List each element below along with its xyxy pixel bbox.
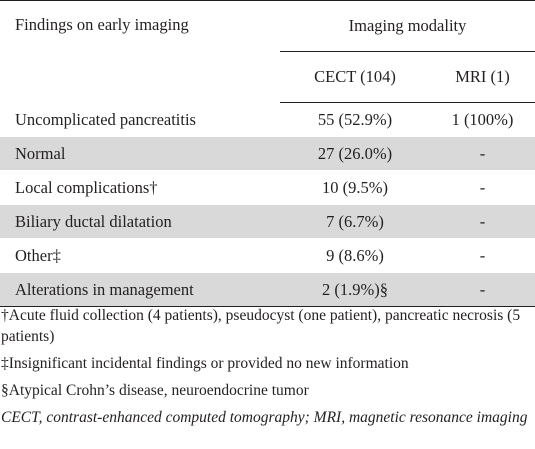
cect-value: 7 (6.7%) — [280, 204, 430, 239]
table-header-row: Findings on early imaging Imaging modali… — [0, 0, 535, 103]
mri-value: - — [430, 170, 535, 205]
results-table-container: Findings on early imaging Imaging modali… — [0, 0, 535, 307]
footnote-section: §Atypical Crohn’s disease, neuroendocrin… — [1, 382, 309, 399]
table-row: Normal 27 (26.0%) - — [0, 136, 535, 171]
table-row: Local complications† 10 (9.5%) - — [0, 170, 535, 205]
row-label: Alterations in management — [0, 272, 280, 307]
footnote-abbreviations: CECT, contrast-enhanced computed tomogra… — [1, 409, 528, 426]
row-label: Uncomplicated pancreatitis — [0, 102, 280, 137]
row-label: Normal — [0, 136, 280, 171]
footnote-double-dagger: ‡Insignificant incidental findings or pr… — [1, 355, 409, 372]
mri-value: - — [430, 238, 535, 273]
imaging-findings-table: Findings on early imaging Imaging modali… — [0, 0, 535, 307]
cect-value: 2 (1.9%)§ — [280, 272, 430, 307]
cect-value: 55 (52.9%) — [280, 102, 430, 137]
row-label: Biliary ductal dilatation — [0, 204, 280, 239]
table-footnotes: †Acute fluid collection (4 patients), ps… — [0, 305, 530, 428]
cect-value: 27 (26.0%) — [280, 136, 430, 171]
cect-column-header: CECT (104) — [280, 51, 430, 103]
row-label: Local complications† — [0, 170, 280, 205]
table-row: Biliary ductal dilatation 7 (6.7%) - — [0, 204, 535, 239]
table-row: Uncomplicated pancreatitis 55 (52.9%) 1 … — [0, 102, 535, 137]
cect-value: 9 (8.6%) — [280, 238, 430, 273]
footnote-dagger: †Acute fluid collection (4 patients), ps… — [1, 307, 521, 345]
cect-value: 10 (9.5%) — [280, 170, 430, 205]
findings-column-header: Findings on early imaging — [0, 0, 280, 103]
table-row: Alterations in management 2 (1.9%)§ - — [0, 272, 535, 307]
row-label: Other‡ — [0, 238, 280, 273]
mri-value: - — [430, 272, 535, 307]
mri-value: - — [430, 204, 535, 239]
imaging-modality-group-header: Imaging modality — [280, 0, 535, 52]
table-row: Other‡ 9 (8.6%) - — [0, 238, 535, 273]
mri-column-header: MRI (1) — [430, 51, 535, 103]
mri-value: - — [430, 136, 535, 171]
mri-value: 1 (100%) — [430, 102, 535, 137]
